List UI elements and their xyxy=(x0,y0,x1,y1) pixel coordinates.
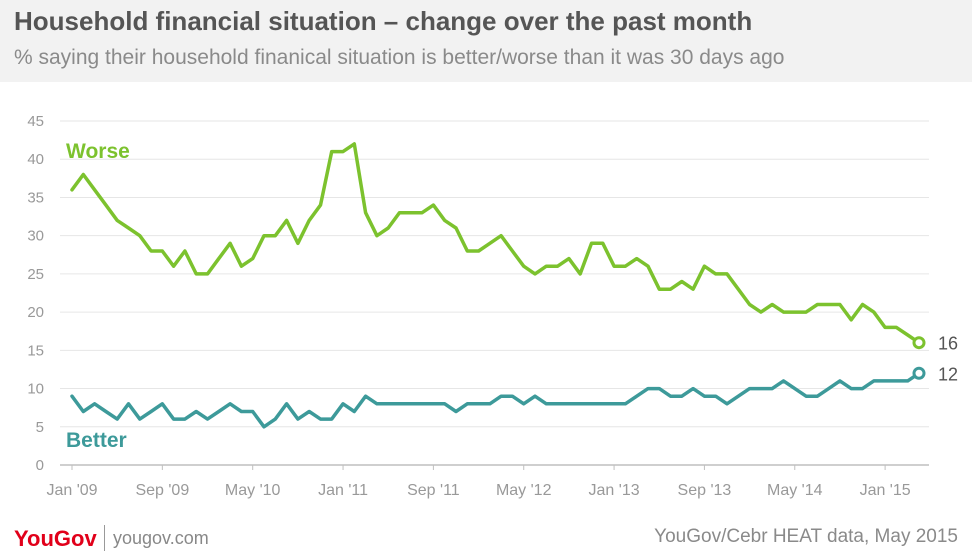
x-tick-label: Jan '15 xyxy=(860,482,911,499)
series-line-worse xyxy=(70,142,921,345)
line-chart: 0 5 10 15 20 25 30 35 40 45 Jan '09 Sep '09 May '10 J… xyxy=(27,113,958,499)
footer-divider xyxy=(104,525,105,551)
x-tick-label: Jan '13 xyxy=(589,482,640,499)
series-end-marker-better xyxy=(912,366,926,380)
yougov-logo: YouGov xyxy=(14,526,97,551)
series-label-better: Better xyxy=(66,429,127,452)
y-tick-label: 0 xyxy=(36,457,44,474)
series-end-label-better: 12 xyxy=(938,364,958,384)
series-label-worse: Worse xyxy=(66,140,130,163)
series-end-label-worse: 16 xyxy=(938,334,958,354)
y-tick-label: 35 xyxy=(27,189,44,206)
x-tick-label: Jan '09 xyxy=(46,482,97,499)
x-tick-label: Sep '11 xyxy=(407,482,460,499)
y-tick-label: 40 xyxy=(27,151,44,168)
x-tick-label: Jan '11 xyxy=(318,482,368,499)
footer-site-link[interactable]: yougov.com xyxy=(113,528,209,548)
footer-source: YouGov/Cebr HEAT data, May 2015 xyxy=(654,526,958,547)
x-tick-label: Sep '13 xyxy=(678,482,732,499)
chart-header: Household financial situation – change o… xyxy=(0,0,972,82)
x-tick-label: Sep '09 xyxy=(135,482,189,499)
y-tick-label: 10 xyxy=(27,381,44,398)
chart-subtitle: % saying their household finanical situa… xyxy=(14,46,785,69)
y-tick-label: 5 xyxy=(36,419,44,436)
x-tick-label: May '14 xyxy=(767,482,823,499)
y-tick-label: 25 xyxy=(27,266,44,283)
y-tick-label: 20 xyxy=(27,304,44,321)
y-tick-label: 15 xyxy=(27,342,44,359)
series-line-better xyxy=(70,371,921,429)
chart-title: Household financial situation – change o… xyxy=(14,6,753,36)
y-tick-label: 45 xyxy=(27,113,44,130)
x-tick-label: May '12 xyxy=(496,482,552,499)
y-tick-label: 30 xyxy=(27,228,44,245)
x-tick-label: May '10 xyxy=(225,482,281,499)
series-end-marker-worse xyxy=(912,336,926,350)
